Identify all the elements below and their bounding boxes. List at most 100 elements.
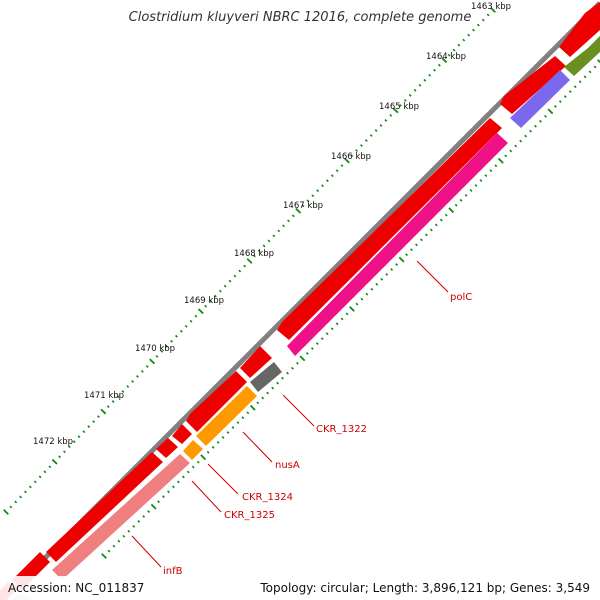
leader-polC: [416, 260, 449, 293]
minor-tick: [33, 480, 37, 484]
minor-tick: [107, 549, 111, 553]
major-tick: [448, 207, 455, 214]
major-tick: [149, 358, 156, 365]
minor-tick: [271, 386, 275, 390]
minor-tick: [464, 193, 468, 197]
minor-tick: [320, 337, 324, 341]
minor-tick: [261, 396, 265, 400]
minor-tick: [399, 103, 402, 107]
minor-tick: [170, 339, 173, 343]
minor-tick: [321, 184, 324, 188]
minor-tick: [476, 23, 480, 27]
minor-tick: [534, 124, 537, 128]
gene-label-CKR_1324: CKR_1324: [242, 492, 293, 503]
minor-tick: [568, 90, 572, 94]
leader-CKR_1324: [207, 463, 239, 495]
minor-tick: [43, 470, 47, 474]
minor-tick: [420, 238, 423, 242]
minor-tick: [410, 248, 413, 252]
minor-tick: [92, 420, 96, 424]
major-tick: [392, 107, 399, 114]
minor-tick: [355, 302, 359, 306]
accession-text: Accession: NC_011837: [8, 581, 145, 595]
minor-tick: [384, 119, 388, 122]
minor-tick: [179, 329, 183, 333]
major-tick: [343, 157, 350, 164]
minor-tick: [137, 520, 141, 523]
minor-tick: [82, 430, 86, 434]
minor-tick: [184, 324, 188, 328]
minor-tick: [126, 385, 130, 388]
minor-tick: [213, 294, 217, 298]
minor-tick: [267, 239, 271, 243]
gene-nusA: [196, 386, 257, 446]
minor-tick: [157, 500, 160, 504]
minor-tick: [162, 495, 165, 499]
leader-nusA: [242, 431, 273, 463]
minor-tick: [415, 243, 418, 247]
minor-tick: [583, 75, 587, 79]
major-tick: [490, 7, 496, 13]
major-tick: [497, 157, 504, 164]
minor-tick: [479, 179, 483, 182]
minor-tick: [191, 465, 195, 469]
minor-tick: [310, 347, 314, 350]
minor-tick: [355, 149, 359, 152]
kbp-label: 1465 kbp: [379, 102, 419, 112]
minor-tick: [389, 114, 393, 117]
minor-tick: [459, 198, 463, 202]
minor-tick: [385, 273, 389, 276]
minor-tick: [97, 415, 100, 419]
leader-CKR_1325: [191, 480, 222, 513]
minor-tick: [216, 440, 220, 444]
minor-tick: [325, 332, 329, 336]
major-tick: [101, 553, 107, 559]
minor-tick: [447, 53, 451, 57]
minor-tick: [262, 244, 266, 248]
minor-tick: [457, 43, 461, 47]
minor-tick: [9, 505, 13, 509]
minor-tick: [286, 371, 289, 375]
minor-tick: [116, 395, 120, 398]
minor-tick: [360, 297, 364, 301]
gene-labels: polC CKR_1322 nusA CKR_1324 CKR_1325 inf…: [163, 292, 472, 577]
minor-tick: [405, 253, 408, 257]
minor-tick: [345, 312, 349, 316]
minor-tick: [379, 124, 383, 127]
minor-tick: [316, 189, 320, 193]
minor-tick: [433, 68, 436, 72]
minor-tick: [147, 510, 151, 513]
minor-tick: [206, 450, 210, 454]
minor-tick: [167, 490, 170, 494]
minor-tick: [489, 169, 493, 173]
minor-tick: [238, 269, 242, 273]
minor-tick: [444, 213, 448, 217]
minor-tick: [438, 63, 441, 67]
minor-tick: [48, 465, 52, 469]
minor-tick: [553, 105, 557, 108]
major-tick: [150, 503, 157, 510]
minor-tick: [106, 405, 110, 408]
minor-tick: [233, 274, 237, 278]
kbp-label: 1464 kbp: [426, 52, 466, 62]
minor-tick: [395, 263, 399, 266]
gene-label-CKR_1322: CKR_1322: [316, 424, 367, 435]
minor-tick: [484, 174, 488, 178]
minor-tick: [111, 400, 115, 403]
minor-tick: [77, 435, 81, 439]
major-tick: [398, 256, 405, 263]
minor-tick: [573, 85, 577, 89]
minor-tick: [257, 249, 261, 253]
minor-tick: [315, 342, 319, 345]
minor-tick: [375, 282, 379, 286]
minor-tick: [189, 319, 193, 323]
minor-tick: [494, 164, 498, 168]
kbp-label: 1469 kbp: [184, 296, 224, 306]
minor-tick: [365, 292, 369, 296]
gene-purple: [510, 70, 570, 128]
minor-tick: [196, 460, 200, 464]
minor-tick: [563, 95, 567, 98]
kbp-label: 1470 kbp: [135, 344, 175, 354]
minor-tick: [276, 381, 280, 385]
